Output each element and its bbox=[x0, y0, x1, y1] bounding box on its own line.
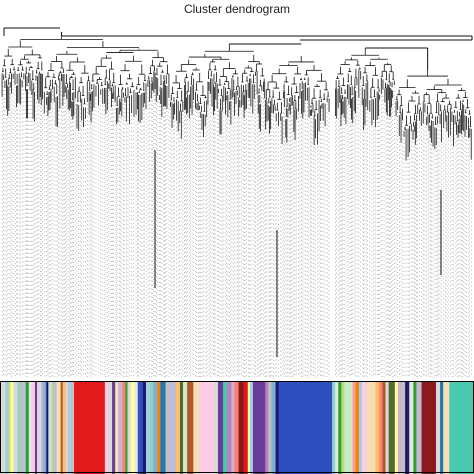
module-color-block bbox=[352, 381, 357, 474]
module-color-block bbox=[440, 381, 444, 474]
module-color-block bbox=[338, 381, 342, 474]
module-color-block bbox=[74, 381, 106, 474]
module-color-block bbox=[160, 381, 166, 474]
module-color-block bbox=[243, 381, 249, 474]
module-color-block bbox=[275, 381, 279, 474]
module-color-block bbox=[409, 381, 414, 474]
module-color-block bbox=[413, 381, 417, 474]
module-color-block bbox=[193, 381, 200, 474]
module-color-block bbox=[67, 381, 72, 474]
module-color-block bbox=[388, 381, 396, 474]
module-color-block bbox=[130, 381, 135, 474]
module-color-block bbox=[217, 381, 224, 474]
module-color-block bbox=[137, 381, 144, 474]
leaf-leader-lines bbox=[1, 78, 472, 377]
module-color-block bbox=[48, 381, 52, 474]
module-color-block bbox=[0, 381, 6, 474]
module-color-bar bbox=[0, 381, 474, 474]
module-color-block bbox=[397, 381, 402, 474]
module-color-block bbox=[435, 381, 441, 474]
module-color-block bbox=[361, 381, 368, 474]
module-color-block bbox=[394, 381, 399, 474]
module-color-block bbox=[62, 381, 67, 474]
module-color-block bbox=[122, 381, 126, 474]
module-color-block bbox=[17, 381, 20, 474]
module-color-block bbox=[43, 381, 47, 474]
module-color-block bbox=[125, 381, 128, 474]
module-color-block bbox=[37, 381, 42, 474]
module-color-block bbox=[51, 381, 54, 474]
module-color-block bbox=[358, 381, 363, 474]
module-color-block bbox=[449, 381, 474, 474]
module-color-block bbox=[8, 381, 11, 474]
module-color-block bbox=[341, 381, 345, 474]
module-color-block bbox=[56, 381, 61, 474]
module-color-block bbox=[238, 381, 244, 474]
module-color-block bbox=[278, 381, 333, 474]
module-color-block bbox=[183, 381, 188, 474]
module-color-block bbox=[60, 381, 64, 474]
module-color-block bbox=[416, 381, 422, 474]
module-color-block bbox=[13, 381, 18, 474]
module-color-block bbox=[199, 381, 215, 474]
module-color-block bbox=[231, 381, 235, 474]
module-color-block bbox=[150, 381, 154, 474]
module-color-block bbox=[46, 381, 49, 474]
module-color-block bbox=[165, 381, 170, 474]
module-color-block bbox=[169, 381, 177, 474]
module-color-block bbox=[19, 381, 24, 474]
module-color-block bbox=[382, 381, 386, 474]
module-color-block bbox=[367, 381, 376, 474]
module-color-block bbox=[31, 381, 36, 474]
module-color-block bbox=[107, 381, 113, 474]
module-color-block bbox=[249, 381, 254, 474]
dendrogram-tree bbox=[1, 27, 473, 357]
module-color-block bbox=[25, 381, 30, 474]
module-color-block bbox=[153, 381, 158, 474]
module-color-block bbox=[5, 381, 9, 474]
module-color-block bbox=[223, 381, 228, 474]
module-color-block bbox=[28, 381, 33, 474]
module-color-block bbox=[146, 381, 151, 474]
chart-title: Cluster dendrogram bbox=[183, 2, 291, 16]
module-color-block bbox=[227, 381, 232, 474]
module-color-block bbox=[175, 381, 181, 474]
module-color-block bbox=[344, 381, 353, 474]
module-color-block bbox=[332, 381, 336, 474]
module-color-block bbox=[142, 381, 147, 474]
module-color-block bbox=[115, 381, 119, 474]
module-color-block bbox=[41, 381, 44, 474]
module-color-block bbox=[375, 381, 380, 474]
module-color-block bbox=[213, 381, 219, 474]
module-color-block bbox=[134, 381, 139, 474]
module-color-block bbox=[23, 381, 27, 474]
module-color-block bbox=[405, 381, 410, 474]
module-color-block bbox=[112, 381, 116, 474]
module-color-block bbox=[70, 381, 75, 474]
module-color-block bbox=[157, 381, 161, 474]
module-color-block bbox=[118, 381, 123, 474]
module-color-block bbox=[265, 381, 269, 474]
module-color-block bbox=[34, 381, 38, 474]
module-color-block bbox=[401, 381, 406, 474]
module-color-block bbox=[179, 381, 184, 474]
module-color-block bbox=[271, 381, 276, 474]
module-color-block bbox=[252, 381, 266, 474]
module-color-block bbox=[385, 381, 389, 474]
module-color-block bbox=[127, 381, 131, 474]
module-color-block bbox=[421, 381, 437, 474]
module-color-block bbox=[268, 381, 272, 474]
module-color-block bbox=[247, 381, 251, 474]
module-color-block bbox=[443, 381, 450, 474]
module-color-block bbox=[53, 381, 57, 474]
module-color-block bbox=[379, 381, 383, 474]
module-color-block bbox=[187, 381, 194, 474]
module-color-block bbox=[104, 381, 109, 474]
module-color-block bbox=[234, 381, 239, 474]
module-color-block bbox=[355, 381, 360, 474]
module-color-block bbox=[335, 381, 339, 474]
module-color-block bbox=[10, 381, 14, 474]
module-color-block bbox=[65, 381, 69, 474]
